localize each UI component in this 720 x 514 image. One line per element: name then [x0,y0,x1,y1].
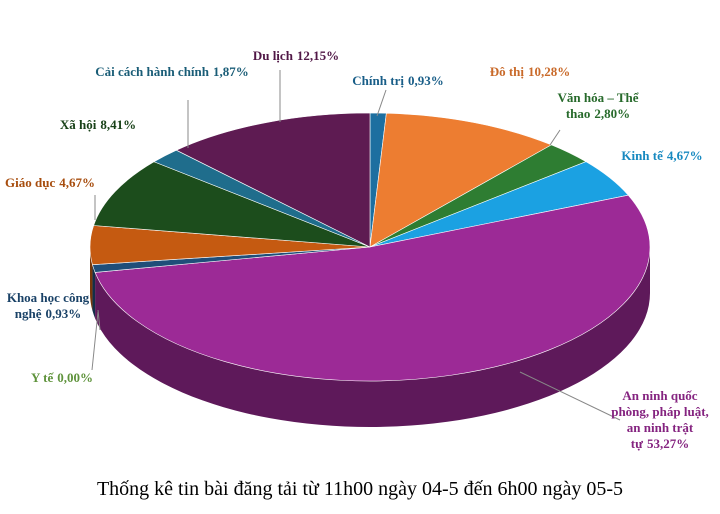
label-value: 2,80% [594,106,631,121]
data-label: Y tế 0,00% [12,370,112,386]
leader-line [376,89,387,117]
label-value: 10,28% [528,64,571,79]
label-category: Giáo dục [5,175,56,190]
label-value: 4,67% [666,148,703,163]
label-category: Kinh tế [621,148,663,163]
data-label: Xã hội 8,41% [48,117,148,133]
data-label: Chính trị 0,93% [323,73,473,89]
label-category: Văn hóa – Thể thao [557,90,639,121]
label-value: 8,41% [100,117,137,132]
label-value: 53,27% [646,436,690,451]
slice [369,112,553,248]
data-label: Văn hóa – Thể thao 2,80% [548,90,648,122]
leader-line [519,371,621,421]
label-value: 0,00% [57,370,93,385]
chart-title: Thống kê tin bài đăng tải từ 11h00 ngày … [96,478,624,500]
label-category: Xã hội [59,117,97,132]
label-category: Cải cách hành chính [95,64,210,79]
slice [94,194,651,382]
label-category: Khoa học công nghệ [6,290,90,321]
label-value: 0,93% [407,73,444,88]
data-label: Khoa học công nghệ 0,93% [3,290,93,322]
label-value: 12,15% [296,48,340,63]
leader-line [549,129,561,146]
data-label: Cải cách hành chính 1,87% [92,64,252,80]
data-label: Đô thị 10,28% [470,64,590,80]
label-value: 1,87% [213,64,249,79]
slice-side [92,264,96,319]
data-label: Giáo dục 4,67% [0,175,105,191]
slice [93,161,371,248]
slice [175,112,371,248]
data-label: An ninh quốc phòng, pháp luật, an ninh t… [605,388,715,452]
label-category: Chính trị [352,73,404,88]
leader-line [91,311,99,371]
label-category: Y tế [30,370,54,385]
label-category: Du lịch [252,48,293,63]
label-value: 4,67% [59,175,95,190]
label-category: Đô thị [489,64,525,79]
label-value: 0,93% [45,306,82,321]
data-label: Kinh tế 4,67% [607,148,717,164]
slice-side [95,247,650,427]
label-category: An ninh quốc phòng, pháp luật, an ninh t… [611,388,709,451]
data-label: Du lịch 12,15% [226,48,366,64]
